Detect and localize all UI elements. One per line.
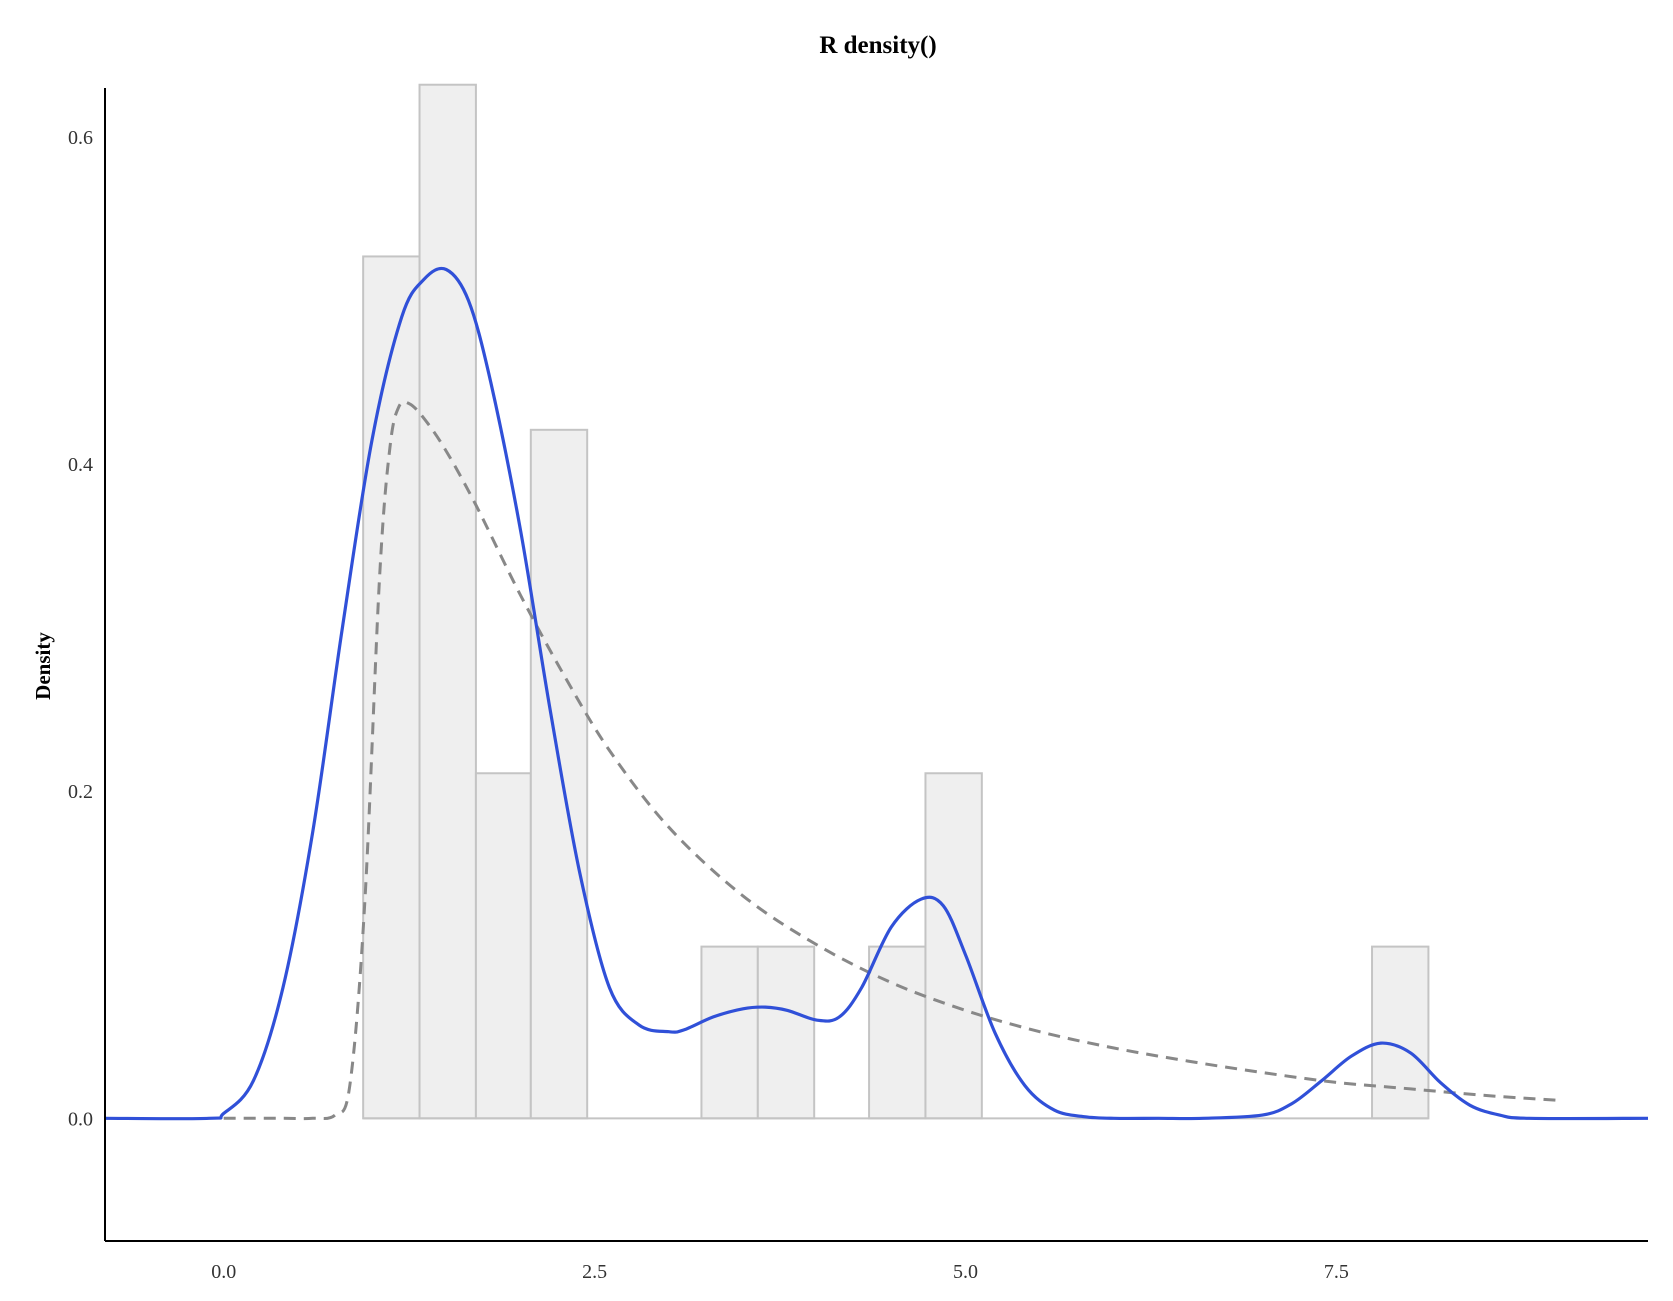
histogram-bar-0 <box>362 255 421 1120</box>
histogram-bar-8 <box>1371 945 1430 1120</box>
x-tick-label-0: 0.0 <box>211 1261 236 1283</box>
reference-density-curve <box>223 400 1560 1121</box>
y-tick-label-1: 0.2 <box>68 781 93 803</box>
x-tick-labels: 0.0 2.5 5.0 7.5 <box>211 1261 1349 1283</box>
kernel-density-curve <box>104 266 1649 1121</box>
y-tick-label-3: 0.6 <box>68 127 93 149</box>
chart-title: R density() <box>819 32 936 59</box>
histogram-bar-1 <box>418 83 477 1120</box>
histogram-bar-2 <box>474 772 532 1120</box>
histogram-bar-5 <box>756 945 816 1120</box>
histogram-bar-4 <box>700 945 759 1120</box>
x-tick-label-3: 7.5 <box>1324 1261 1349 1283</box>
histogram-bar-7 <box>924 772 983 1120</box>
x-tick-label-2: 5.0 <box>953 1261 978 1283</box>
x-tick-label-1: 2.5 <box>582 1261 607 1283</box>
y-tick-label-2: 0.4 <box>68 454 93 476</box>
histogram-bar-6 <box>868 945 927 1120</box>
histogram-bar-3 <box>529 428 589 1120</box>
y-tick-label-0: 0.0 <box>68 1108 93 1130</box>
histogram-bars <box>362 83 1430 1120</box>
y-axis-label: Density <box>31 632 55 700</box>
y-tick-labels: 0.0 0.2 0.4 0.6 <box>68 127 93 1130</box>
